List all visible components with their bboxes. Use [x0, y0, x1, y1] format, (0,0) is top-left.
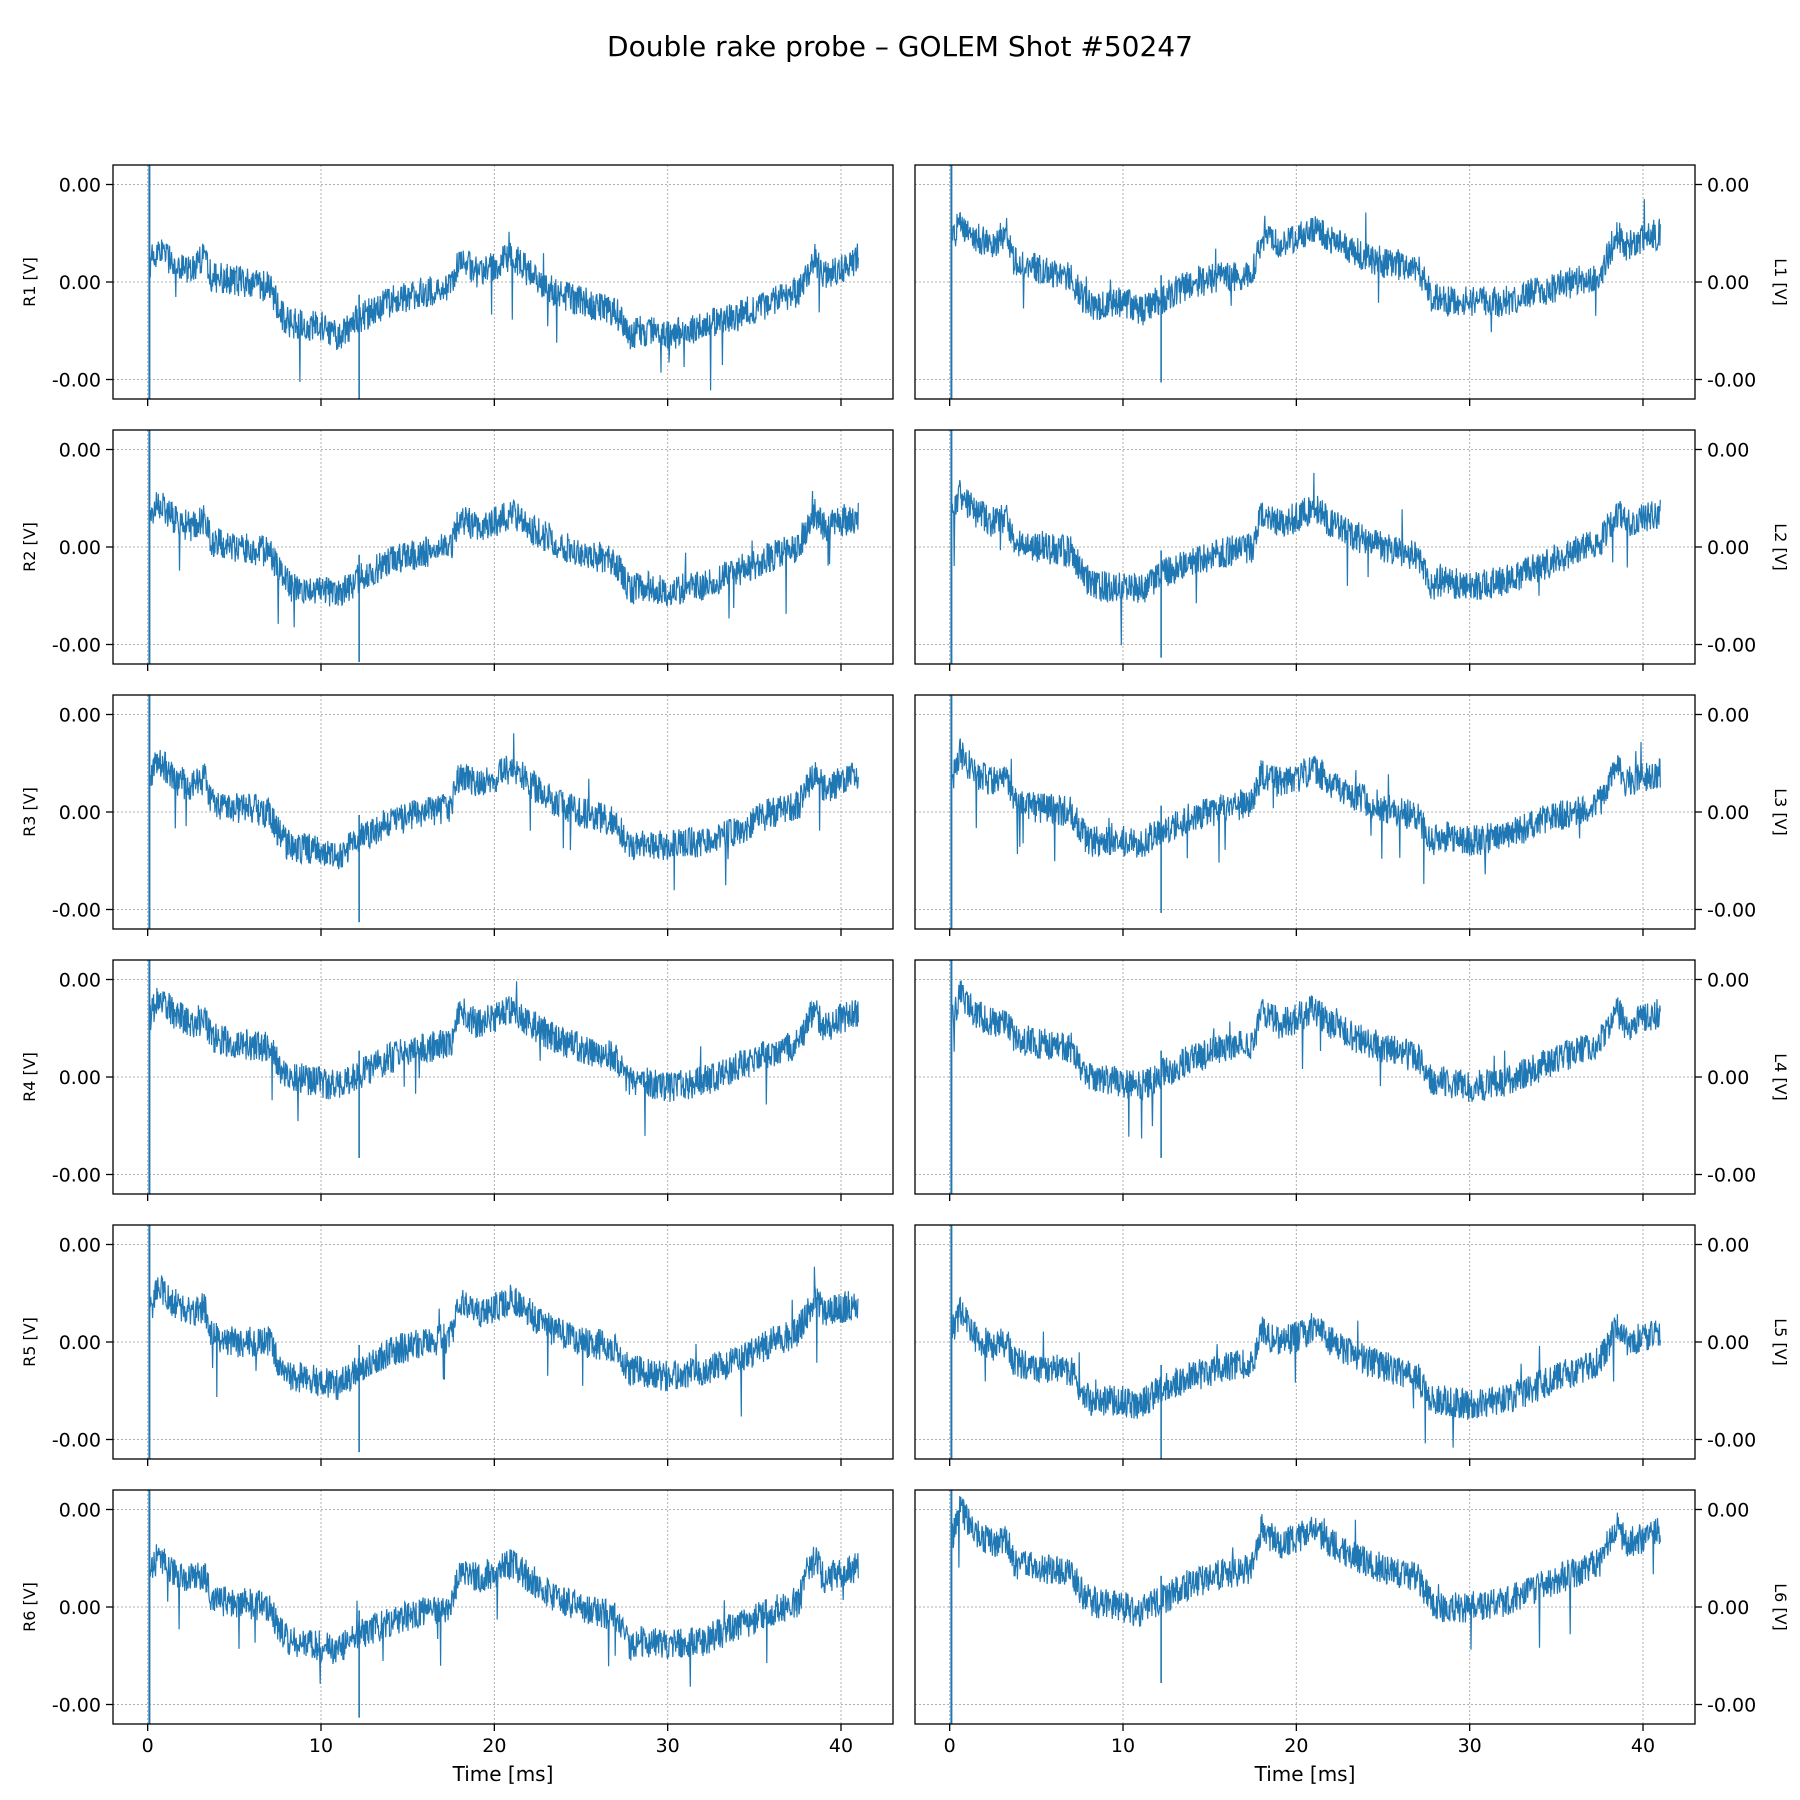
y-tick-label: -0.00: [1707, 370, 1756, 392]
figure-title: Double rake probe – GOLEM Shot #50247: [607, 30, 1193, 63]
y-tick-label: 0.00: [1707, 1235, 1749, 1257]
y-tick-label: -0.00: [52, 1430, 101, 1452]
y-axis-label: L1 [V]: [1771, 258, 1790, 306]
y-tick-label: 0.00: [59, 1235, 101, 1257]
x-tick-label: 40: [829, 1735, 853, 1757]
subplot-l3: -0.00 0.00 0.00 L3 [V]: [914, 694, 1790, 936]
y-tick-label: -0.00: [52, 1695, 101, 1717]
y-tick-label: 0.00: [1707, 175, 1749, 197]
subplot-r1: -0.00 0.00 0.00 R1 [V]: [20, 164, 894, 406]
y-tick-label: 0.00: [59, 1597, 101, 1619]
y-tick-label: 0.00: [1707, 1597, 1749, 1619]
x-tick-label: 0: [142, 1735, 154, 1757]
series-line: [149, 490, 859, 628]
y-axis-label: R4 [V]: [20, 1052, 39, 1102]
y-tick-label: 0.00: [1707, 272, 1749, 294]
y-tick-label: 0.00: [59, 537, 101, 559]
series-line: [149, 981, 859, 1136]
y-axis-label: L3 [V]: [1771, 788, 1790, 836]
y-tick-label: -0.00: [1707, 635, 1756, 657]
y-axis-label: L6 [V]: [1771, 1583, 1790, 1631]
series-line: [149, 1544, 859, 1687]
y-tick-label: 0.00: [1707, 440, 1749, 462]
y-tick-label: -0.00: [52, 370, 101, 392]
y-tick-label: -0.00: [52, 900, 101, 922]
series-line: [951, 199, 1661, 333]
subplot-r3: -0.00 0.00 0.00 R3 [V]: [20, 694, 894, 936]
y-tick-label: 0.00: [1707, 1332, 1749, 1354]
subplot-l6: 0 10 20 30 40 -0.00 0.00 0.00 L6 [V] Time [ms]: [914, 1489, 1790, 1786]
y-tick-label: -0.00: [1707, 1695, 1756, 1717]
subplot-l5: -0.00 0.00 0.00 L5 [V]: [914, 1224, 1790, 1466]
y-axis-label: R2 [V]: [20, 522, 39, 572]
y-tick-label: -0.00: [52, 1165, 101, 1187]
x-tick-label: 10: [309, 1735, 333, 1757]
x-tick-label: 20: [482, 1735, 506, 1757]
y-tick-label: 0.00: [59, 1067, 101, 1089]
y-tick-label: -0.00: [1707, 900, 1756, 922]
x-tick-label: 30: [656, 1735, 680, 1757]
y-axis-label: L4 [V]: [1771, 1053, 1790, 1101]
x-tick-label: 20: [1284, 1735, 1308, 1757]
y-tick-label: 0.00: [59, 705, 101, 727]
series-line: [951, 472, 1661, 646]
y-tick-label: 0.00: [59, 440, 101, 462]
subplot-l2: -0.00 0.00 0.00 L2 [V]: [914, 429, 1790, 671]
series-line: [951, 1296, 1661, 1448]
y-axis-label: L2 [V]: [1771, 523, 1790, 571]
x-tick-label: 10: [1111, 1735, 1135, 1757]
series-line: [951, 1495, 1661, 1650]
series-line: [149, 231, 859, 391]
y-axis-label: R3 [V]: [20, 787, 39, 837]
subplot-l4: -0.00 0.00 0.00 L4 [V]: [914, 959, 1790, 1201]
subplot-r4: -0.00 0.00 0.00 R4 [V]: [20, 959, 894, 1201]
x-axis-label: Time [ms]: [1254, 1762, 1356, 1786]
y-axis-label: L5 [V]: [1771, 1318, 1790, 1366]
x-axis-label: Time [ms]: [452, 1762, 554, 1786]
y-axis-label: R1 [V]: [20, 257, 39, 307]
subplot-r5: -0.00 0.00 0.00 R5 [V]: [20, 1224, 894, 1466]
y-tick-label: -0.00: [52, 635, 101, 657]
y-axis-label: R5 [V]: [20, 1317, 39, 1367]
y-tick-label: 0.00: [1707, 970, 1749, 992]
y-tick-label: 0.00: [59, 175, 101, 197]
x-tick-label: 0: [944, 1735, 956, 1757]
series-line: [149, 733, 859, 891]
series-line: [951, 738, 1661, 884]
y-tick-label: 0.00: [1707, 1500, 1749, 1522]
y-tick-label: 0.00: [1707, 802, 1749, 824]
y-tick-label: -0.00: [1707, 1165, 1756, 1187]
y-tick-label: 0.00: [59, 1332, 101, 1354]
y-tick-label: 0.00: [59, 970, 101, 992]
x-tick-label: 40: [1631, 1735, 1655, 1757]
y-tick-label: 0.00: [59, 272, 101, 294]
y-axis-label: R6 [V]: [20, 1582, 39, 1632]
y-tick-label: -0.00: [1707, 1430, 1756, 1452]
y-tick-label: 0.00: [1707, 1067, 1749, 1089]
y-tick-label: 0.00: [59, 1500, 101, 1522]
subplot-l1: -0.00 0.00 0.00 L1 [V]: [914, 164, 1790, 406]
series-line: [149, 1266, 859, 1417]
subplot-r2: -0.00 0.00 0.00 R2 [V]: [20, 429, 894, 671]
y-tick-label: 0.00: [1707, 705, 1749, 727]
y-tick-label: 0.00: [59, 802, 101, 824]
series-line: [951, 980, 1661, 1139]
subplot-r6: 0 10 20 30 40 -0.00 0.00 0.00 R6 [V] Time [ms]: [20, 1489, 894, 1786]
x-tick-label: 30: [1458, 1735, 1482, 1757]
y-tick-label: 0.00: [1707, 537, 1749, 559]
